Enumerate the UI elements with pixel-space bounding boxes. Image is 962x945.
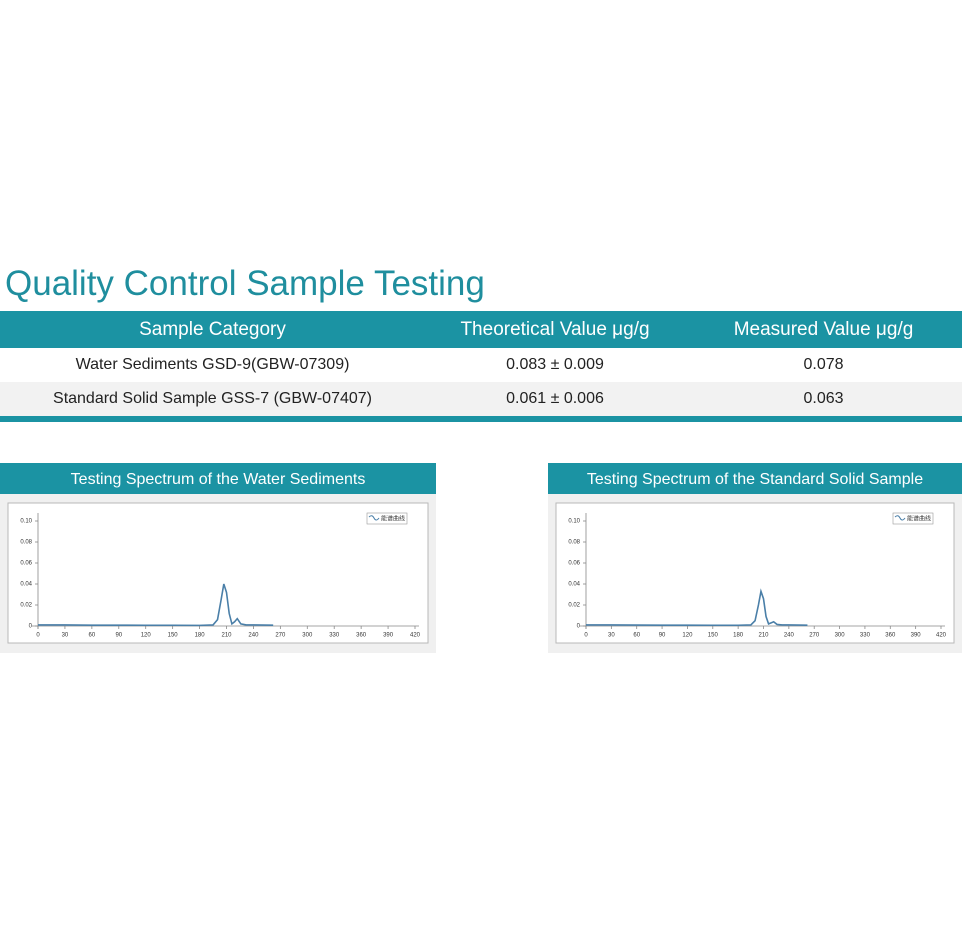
panel-header	[548, 463, 962, 494]
y-tick-label: 0.10	[568, 519, 580, 525]
x-tick-label: 240	[784, 633, 795, 639]
y-tick-label: 0.02	[20, 603, 32, 609]
y-tick-label: 0.06	[20, 561, 32, 567]
header-cell: Measured Value μg/g	[685, 311, 962, 348]
x-tick-label: 60	[633, 633, 640, 639]
legend-box	[892, 512, 934, 525]
cell: 0.078	[803, 356, 844, 373]
y-tick-label: 0.04	[20, 582, 32, 588]
x-tick-label: 300	[835, 633, 846, 639]
spectrum-panel: Testing Spectrum of the Standard Solid S…	[548, 463, 962, 653]
header-cell: Sample Category	[0, 311, 425, 348]
row: Standard Solid Sample GSS-7 (GBW-07407) …	[0, 382, 962, 419]
x-tick-label: 30	[62, 633, 69, 639]
x-tick-label: 180	[733, 633, 744, 639]
x-tick-label: 30	[608, 633, 615, 639]
x-tick-label: 120	[682, 633, 693, 639]
cell: Standard Solid Sample GSS-7 (GBW-07407)	[0, 382, 425, 419]
cell: Water Sediments GSD-9(GBW-07309)	[75, 356, 350, 373]
x-tick-label: 420	[410, 633, 421, 639]
y-tick-label: 0.10	[20, 519, 32, 525]
x-tick-label: 360	[885, 633, 896, 639]
x-tick-label: 330	[329, 633, 340, 639]
spectrum-line	[586, 588, 808, 627]
x-tick-label: 270	[275, 633, 286, 639]
header-cell: Theoretical Value μg/g	[425, 311, 685, 348]
x-tick-label: 330	[860, 633, 871, 639]
legend-swatch	[894, 515, 906, 521]
legend-label: 能谱曲线	[381, 515, 405, 523]
x-tick-label: 270	[809, 633, 820, 639]
x-tick-label: 90	[659, 633, 666, 639]
x-tick-label: 150	[168, 633, 179, 639]
cell: 0.083 ± 0.009	[506, 356, 604, 373]
legend-box	[366, 512, 408, 525]
spectrum-line	[38, 583, 274, 627]
y-tick-label: 0.02	[568, 603, 580, 609]
spectrum-panel: Testing Spectrum of the Water Sediments 0…	[0, 463, 436, 653]
legend-label: 能谱曲线	[907, 515, 931, 523]
row: Water Sediments GSD-9(GBW-07309) 0.083 ±…	[0, 348, 962, 382]
panel-title: Testing Spectrum of the Water Sediments	[71, 471, 366, 488]
x-tick-label: 120	[141, 633, 152, 639]
y-tick-label: 0.04	[568, 582, 580, 588]
y-tick-label: 0.06	[568, 561, 580, 567]
x-tick-label: 360	[356, 633, 367, 639]
y-tick-label: 0	[29, 624, 33, 630]
x-tick-label: 60	[89, 633, 96, 639]
cell: 0.063	[685, 382, 962, 419]
x-tick-label: 0	[584, 633, 588, 639]
x-tick-label: 390	[383, 633, 394, 639]
x-tick-label: 300	[302, 633, 313, 639]
y-tick-label: 0.08	[20, 540, 32, 546]
legend-swatch	[368, 515, 380, 521]
page-title: Quality Control Sample Testing	[5, 264, 485, 303]
x-tick-label: 150	[708, 633, 719, 639]
y-tick-label: 0	[577, 624, 581, 630]
x-tick-label: 210	[758, 633, 769, 639]
x-tick-label: 90	[115, 633, 122, 639]
x-tick-label: 180	[195, 633, 206, 639]
panel-header	[0, 463, 436, 494]
x-tick-label: 240	[248, 633, 259, 639]
header-row: Sample Category Theoretical Value μg/g M…	[0, 311, 962, 348]
y-tick-label: 0.08	[568, 540, 580, 546]
x-tick-label: 420	[936, 633, 947, 639]
chart-frame	[7, 502, 429, 644]
cell: 0.061 ± 0.006	[425, 382, 685, 419]
x-tick-label: 0	[36, 633, 40, 639]
results-table: Sample Category Theoretical Value μg/g M…	[0, 311, 962, 422]
x-tick-label: 210	[221, 633, 232, 639]
panel-title: Testing Spectrum of the Standard Solid S…	[587, 471, 923, 488]
x-tick-label: 390	[911, 633, 922, 639]
